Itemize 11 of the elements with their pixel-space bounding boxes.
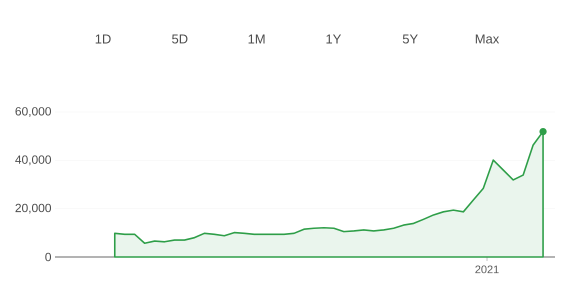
text: 2021	[475, 266, 499, 274]
y-tick-label: 20,000	[16, 204, 52, 214]
text: Max	[476, 34, 500, 44]
text: 1Y	[326, 34, 342, 44]
text: 5Y	[402, 34, 418, 44]
text: 5D	[172, 34, 188, 44]
text: 1M	[248, 34, 265, 44]
y-tick-label: 40,000	[15, 155, 52, 166]
y-tick-label: 60,000	[16, 107, 52, 117]
text: 1D	[96, 34, 111, 44]
y-tick-label: 0	[45, 252, 52, 262]
